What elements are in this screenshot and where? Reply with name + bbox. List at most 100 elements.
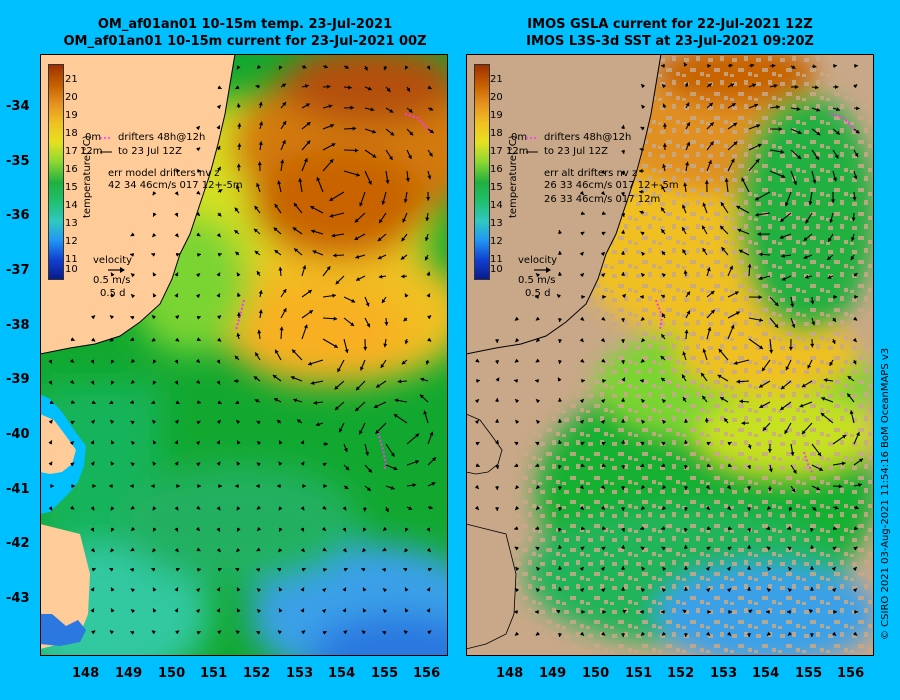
left-title-line2: OM_af01an01 10-15m current for 23-Jul-20…: [63, 34, 427, 49]
lon-label: 151: [200, 666, 228, 681]
current-arrowhead: [329, 159, 334, 164]
current-arrowhead: [831, 339, 836, 344]
current-arrowhead: [788, 567, 793, 571]
current-arrowhead: [621, 587, 626, 591]
current-arrowhead: [702, 225, 706, 230]
current-arrowhead: [834, 505, 839, 510]
current-arrowhead: [805, 219, 810, 224]
current-arrowhead: [48, 419, 53, 424]
current-arrowhead: [48, 380, 53, 385]
current-arrowhead: [174, 461, 179, 466]
current-arrowhead: [292, 227, 297, 232]
current-arrowhead: [704, 417, 709, 422]
current-arrowhead: [400, 255, 405, 260]
current-arrowhead: [797, 155, 802, 160]
current-arrowhead: [475, 463, 480, 468]
current-arrowhead: [535, 631, 540, 636]
current-arrowhead: [110, 461, 115, 466]
current-arrowhead: [110, 587, 115, 592]
current-arrowhead: [706, 526, 711, 531]
lon-label: 151: [625, 666, 653, 681]
colorbar-tick: 14: [65, 200, 78, 211]
current-arrowhead: [216, 272, 221, 277]
current-arrowhead: [344, 65, 349, 69]
current-arrowhead: [811, 321, 816, 326]
current-arrowhead: [514, 441, 519, 446]
current-arrowhead: [236, 440, 241, 445]
current-arrowhead: [408, 506, 413, 510]
right-map-panel[interactable]: [466, 54, 874, 656]
current-arrowhead: [334, 385, 339, 390]
current-arrowhead: [791, 488, 796, 493]
current-arrowhead: [196, 190, 201, 195]
current-arrowhead: [359, 202, 364, 207]
current-arrowhead: [363, 346, 368, 351]
left-map-panel[interactable]: [40, 54, 448, 656]
current-arrowhead: [315, 422, 320, 427]
colorbar-tick: 14: [490, 200, 503, 211]
lon-label: 149: [539, 666, 567, 681]
current-arrowhead: [321, 609, 326, 614]
current-arrowhead: [600, 169, 605, 174]
current-arrowhead: [557, 486, 563, 490]
current-arrowhead: [797, 130, 802, 135]
current-arrowhead: [130, 232, 135, 237]
current-arrowhead: [196, 630, 201, 635]
current-arrowhead: [701, 372, 705, 377]
current-arrowhead: [601, 211, 606, 216]
current-arrowhead: [832, 631, 837, 636]
current-arrowhead: [91, 315, 96, 320]
current-arrowhead: [728, 63, 733, 68]
current-arrowhead: [274, 203, 279, 208]
current-arrowhead: [196, 379, 201, 384]
current-arrowhead: [195, 358, 200, 363]
right-title: IMOS GSLA current for 22-Jul-2021 12Z IM…: [466, 16, 874, 50]
current-arrowhead: [404, 65, 409, 70]
current-arrowhead: [817, 452, 822, 457]
current-arrowhead: [682, 204, 686, 209]
current-arrowhead: [841, 461, 846, 466]
current-arrowhead: [131, 526, 136, 531]
current-arrowhead: [131, 609, 136, 614]
current-arrowhead: [580, 546, 585, 551]
current-arrowhead: [322, 588, 327, 593]
current-arrowhead: [752, 83, 756, 88]
current-arrowhead: [308, 310, 313, 314]
current-arrowhead: [278, 65, 283, 70]
current-arrowhead: [557, 360, 562, 364]
current-arrowhead: [404, 293, 409, 298]
current-arrowhead: [196, 232, 201, 237]
current-arrowhead: [756, 124, 761, 128]
current-arrowhead: [90, 506, 95, 511]
current-arrowhead: [731, 103, 736, 107]
current-arrowhead: [639, 147, 644, 152]
current-arrowhead: [601, 463, 606, 468]
current-arrowhead: [401, 274, 405, 279]
current-arrowhead: [729, 265, 734, 270]
current-arrowhead: [300, 527, 305, 532]
current-arrowhead: [343, 567, 348, 572]
current-arrowhead: [621, 294, 626, 299]
current-arrowhead: [174, 272, 179, 277]
current-arrowhead: [196, 547, 201, 552]
current-arrowhead: [579, 485, 584, 489]
colorbar-tick: 12: [65, 236, 78, 247]
current-arrowhead: [403, 317, 408, 322]
current-arrowhead: [331, 143, 336, 147]
current-arrowhead: [237, 123, 242, 127]
current-arrowhead: [426, 548, 431, 552]
current-arrowhead: [736, 379, 740, 384]
current-arrowhead: [827, 275, 832, 279]
current-arrowhead: [832, 526, 837, 531]
current-arrowhead: [738, 249, 743, 254]
current-arrowhead: [536, 484, 541, 489]
current-arrowhead: [621, 150, 626, 154]
current-arrowhead: [151, 315, 156, 320]
lon-label: 149: [115, 666, 143, 681]
current-arrowhead: [235, 400, 240, 405]
current-arrowhead: [362, 527, 367, 532]
current-arrowhead: [415, 433, 420, 438]
current-arrowhead: [821, 396, 826, 401]
current-arrowhead: [755, 212, 759, 217]
current-arrowhead: [403, 630, 408, 635]
